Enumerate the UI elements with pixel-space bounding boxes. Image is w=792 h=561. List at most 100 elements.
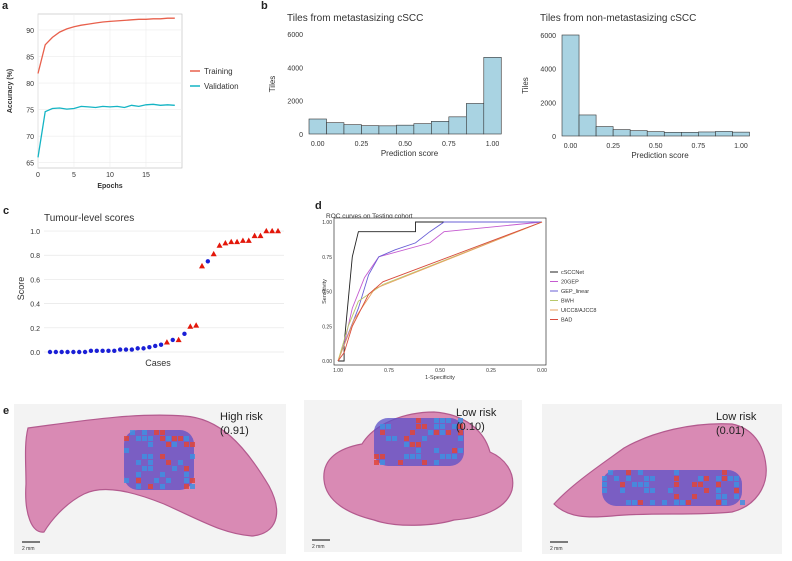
case-marker-circle [153, 343, 158, 349]
heatmap-tile [422, 424, 427, 429]
heatmap-tile [130, 430, 135, 435]
y-tick-label: 75 [26, 108, 34, 115]
y-tick-label: 0.6 [30, 277, 40, 284]
heatmap-tile [142, 466, 147, 471]
histogram-bar [561, 34, 580, 137]
x-tick-label: 0.00 [311, 141, 325, 148]
y-tick-label: 4000 [287, 65, 303, 72]
y-axis-label: Score [16, 277, 26, 301]
heatmap-tile [428, 430, 433, 435]
heatmap-tile [626, 470, 631, 475]
case-marker-circle [141, 346, 146, 351]
x-tick-label: 0.25 [486, 368, 496, 374]
risk-label: High risk [220, 411, 263, 423]
case-marker-circle [112, 348, 117, 353]
heatmap-tile [716, 488, 721, 493]
heatmap-tile [172, 442, 177, 447]
heatmap-tile [380, 430, 385, 435]
heatmap-tile [410, 454, 415, 459]
heatmap-tile [698, 482, 703, 487]
heatmap-tile [404, 454, 409, 459]
heatmap-tile [734, 494, 739, 499]
x-tick-label: 15 [142, 172, 150, 179]
scale-bar-label: 2 mm [312, 544, 325, 550]
tissue-image: 2 mm [550, 423, 767, 552]
heatmap-tile [410, 430, 415, 435]
histogram-bar [413, 123, 432, 135]
heatmap-tile [638, 470, 643, 475]
panel-label-a: a [2, 0, 9, 12]
y-tick-label: 0 [299, 132, 303, 139]
heatmap-tile [148, 460, 153, 465]
heatmap-tile [458, 418, 463, 423]
histogram-bar [732, 131, 750, 137]
legend-label: cSCCNet [561, 270, 584, 276]
heatmap-tile [626, 500, 631, 505]
heatmap-tile [728, 476, 733, 481]
y-tick-label: 4000 [540, 67, 556, 74]
heatmap-tile [458, 430, 463, 435]
tissue-image: 2 mm [22, 414, 278, 552]
y-tick-label: 0.75 [322, 255, 332, 261]
y-tick-label: 0.8 [30, 253, 40, 260]
case-marker-circle [77, 349, 82, 355]
x-tick-label: 0.75 [384, 368, 394, 374]
chart-title: Tiles from metastasizing cSCC [287, 13, 423, 24]
tissue-slide: 2 mm High risk (0.91) [14, 404, 286, 554]
heatmap-tile [392, 436, 397, 441]
heatmap-tile [632, 500, 637, 505]
x-tick-label: 0.75 [692, 143, 706, 150]
heatmap-tile [416, 442, 421, 447]
heatmap-tile [638, 500, 643, 505]
accuracy-chart: 65 70 75 80 85 90 0 5 10 15 Epochs Accuracy (%) Trai… [7, 13, 239, 190]
heatmap-tile [722, 470, 727, 475]
case-marker-circle [147, 344, 152, 350]
case-marker-circle [170, 337, 175, 343]
heatmap-tile [722, 500, 727, 505]
heatmap-tile [686, 500, 691, 505]
heatmap-tile [184, 472, 189, 477]
case-marker-circle [47, 349, 53, 355]
y-tick-label: 90 [26, 28, 34, 35]
heatmap-tile [734, 482, 739, 487]
heatmap-tile [452, 424, 457, 429]
heatmap-tile [184, 484, 189, 489]
y-tick-label: 65 [26, 161, 34, 168]
heatmap-tile [698, 476, 703, 481]
histogram-bar [483, 57, 502, 135]
x-axis-label: Cases [145, 358, 171, 368]
heatmap-tile [650, 476, 655, 481]
case-marker-triangle [175, 336, 182, 343]
heatmap-tile [386, 436, 391, 441]
heatmap-tile [638, 482, 643, 487]
heatmap-tile [184, 442, 189, 447]
heatmap-tile [722, 494, 727, 499]
case-marker-triangle [187, 323, 194, 329]
legend-label: 20GEP [561, 280, 579, 286]
heatmap-tile [160, 430, 165, 435]
case-marker-triangle [275, 227, 281, 234]
heatmap-tile [740, 500, 745, 505]
heatmap-tile [172, 436, 177, 441]
roc-curve [338, 221, 542, 362]
x-tick-label: 1.00 [486, 141, 500, 148]
heatmap-tile [154, 478, 159, 483]
y-tick-label: 2000 [287, 99, 303, 106]
y-tick-label: 6000 [287, 32, 303, 39]
heatmap-tile [434, 430, 439, 435]
heatmap-tile [184, 466, 189, 471]
heatmap-tile [124, 478, 129, 483]
x-tick-label: 1.00 [333, 368, 343, 374]
heatmap-tile [692, 482, 697, 487]
tissue-section [323, 411, 514, 526]
x-tick-label: 0.50 [435, 368, 445, 374]
case-marker-triangle [251, 232, 258, 239]
heatmap-tile [620, 488, 625, 493]
series-line-training [37, 17, 175, 74]
case-marker-circle [205, 259, 211, 264]
risk-label: Low risk [456, 407, 497, 419]
case-marker-circle [106, 348, 111, 353]
case-marker-circle [59, 349, 64, 355]
heatmap-tile [148, 466, 153, 471]
y-tick-label: 0.4 [30, 302, 40, 309]
